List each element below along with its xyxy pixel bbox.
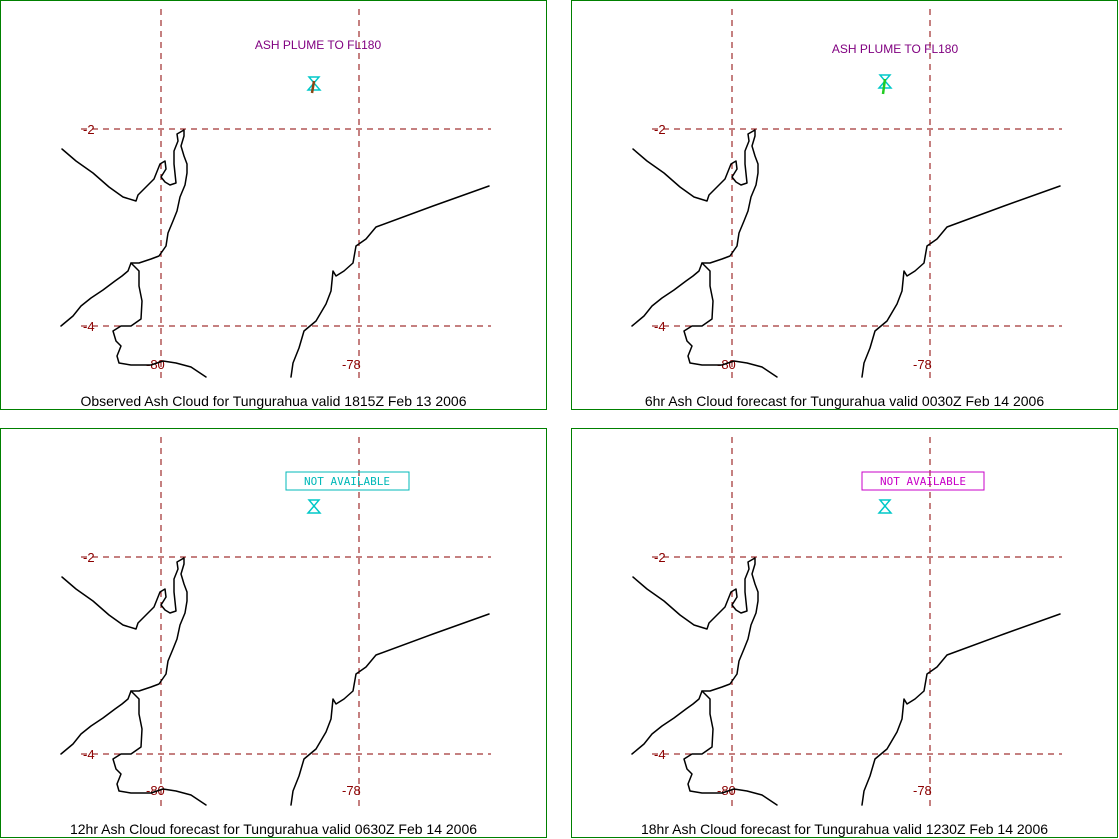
- coastline-peninsula: [112, 262, 207, 378]
- panel-caption: Observed Ash Cloud for Tungurahua valid …: [80, 393, 467, 409]
- lon-label: -78: [913, 357, 932, 372]
- border-line: [861, 613, 1061, 806]
- map-canvas: -2 -4 -80 -78 NOT AVAILABLE: [631, 437, 1062, 807]
- lat-label: -2: [654, 550, 666, 565]
- lon-label: -78: [913, 783, 932, 798]
- coastline-peninsula: [683, 690, 778, 806]
- lat-label: -4: [83, 319, 95, 334]
- border-line: [861, 185, 1061, 378]
- not-available-box: [861, 471, 985, 491]
- map-panel-forecast-6hr: -2 -4 -80 -78 ASH PLUME TO FL180 6hr Ash…: [571, 0, 1118, 410]
- lat-label: -2: [654, 122, 666, 137]
- volcano-icon: [306, 499, 322, 514]
- map-panel-forecast-12hr: -2 -4 -80 -78 NOT AVAILABLE 12hr Ash Clo…: [0, 428, 547, 838]
- lon-label: -80: [717, 783, 736, 798]
- border-line: [290, 185, 490, 378]
- volcano-icon: [306, 76, 322, 94]
- coastline-west: [60, 129, 188, 327]
- map-panel-observed: -2 -4 -80 -78 ASH PLUME TO FL180 Observe…: [0, 0, 547, 410]
- coastline-peninsula: [112, 690, 207, 806]
- coastline-west: [60, 557, 188, 755]
- lon-label: -80: [146, 357, 165, 372]
- map-panel-forecast-18hr: -2 -4 -80 -78 NOT AVAILABLE 18hr Ash Clo…: [571, 428, 1118, 838]
- map-canvas: -2 -4 -80 -78 ASH PLUME TO FL180: [60, 9, 491, 379]
- panel-caption: 12hr Ash Cloud forecast for Tungurahua v…: [69, 821, 478, 837]
- lat-label: -4: [654, 319, 666, 334]
- lon-label: -80: [717, 357, 736, 372]
- lat-label: -2: [83, 122, 95, 137]
- panel-caption: 6hr Ash Cloud forecast for Tungurahua va…: [644, 393, 1045, 409]
- lon-label: -80: [146, 783, 165, 798]
- ash-plume-marker: [310, 80, 316, 94]
- panel-caption: 18hr Ash Cloud forecast for Tungurahua v…: [640, 821, 1049, 837]
- volcano-icon: [877, 499, 893, 514]
- status-label: NOT AVAILABLE: [880, 475, 966, 488]
- status-label: ASH PLUME TO FL180: [255, 38, 382, 52]
- status-label: ASH PLUME TO FL180: [832, 42, 959, 56]
- map-canvas: -2 -4 -80 -78 ASH PLUME TO FL180: [631, 9, 1062, 379]
- lat-label: -4: [654, 747, 666, 762]
- coastline-west: [631, 557, 759, 755]
- border-line: [290, 613, 490, 806]
- lat-label: -4: [83, 747, 95, 762]
- not-available-box: [285, 471, 410, 491]
- lat-label: -2: [83, 550, 95, 565]
- lon-label: -78: [342, 783, 361, 798]
- coastline-peninsula: [683, 262, 778, 378]
- lon-label: -78: [342, 357, 361, 372]
- status-label: NOT AVAILABLE: [304, 475, 390, 488]
- map-canvas: -2 -4 -80 -78 NOT AVAILABLE: [60, 437, 491, 807]
- coastline-west: [631, 129, 759, 327]
- volcano-icon: [877, 74, 893, 95]
- ash-plume-marker: [881, 78, 887, 95]
